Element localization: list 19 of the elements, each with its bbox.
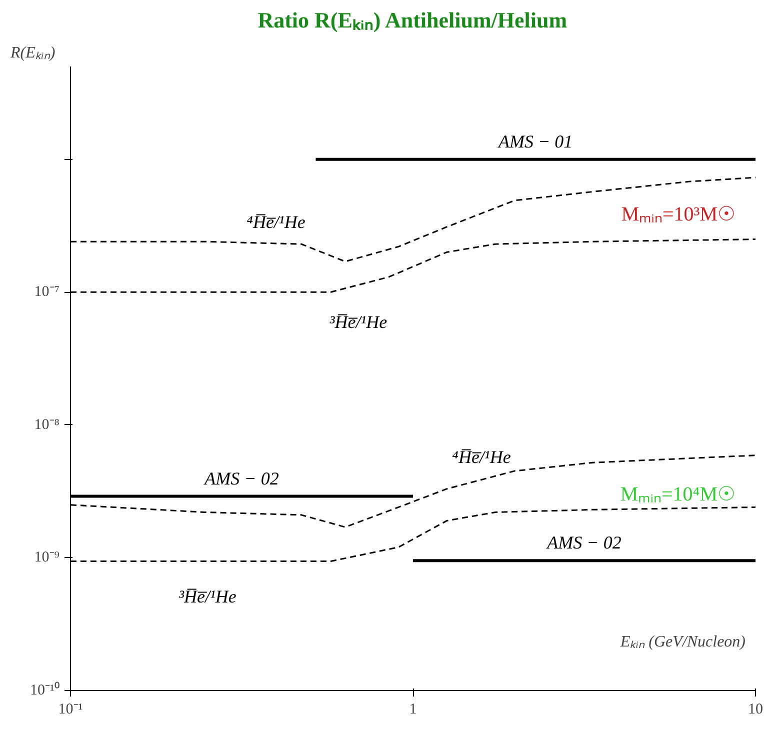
series-label: ³H̅e̅/¹He (329, 312, 388, 332)
y-tick-label: 10⁻¹⁰ (30, 682, 60, 698)
chart-title: Ratio R(Eₖᵢₙ) Antihelium/Helium (258, 8, 568, 32)
series-label: ⁴H̅e̅/¹He (246, 212, 306, 232)
x-tick-label: 1 (409, 702, 417, 718)
x-tick-label: 10⁻¹ (58, 702, 83, 718)
y-axis-title: R(Eₖᵢₙ) (10, 44, 56, 62)
y-tick-label: 10⁻⁹ (34, 550, 60, 566)
annotation: Mₘᵢₙ=10³M☉ (621, 204, 736, 226)
series-label: ³H̅e̅/¹He (178, 586, 236, 606)
series-label: ⁴H̅e̅/¹He (452, 446, 511, 467)
x-tick-label: 10 (748, 702, 763, 718)
x-axis-title: Eₖᵢₙ (GeV/Nucleon) (619, 634, 746, 650)
annotation: Mₘᵢₙ=10⁴M☉ (620, 484, 736, 506)
y-tick-label: 10⁻⁸ (34, 416, 60, 433)
series-label: AMS − 01 (498, 131, 573, 152)
y-tick-label: 10⁻⁷ (34, 284, 60, 300)
series-label: AMS − 02 (546, 532, 622, 553)
series-label: AMS − 02 (204, 468, 279, 488)
